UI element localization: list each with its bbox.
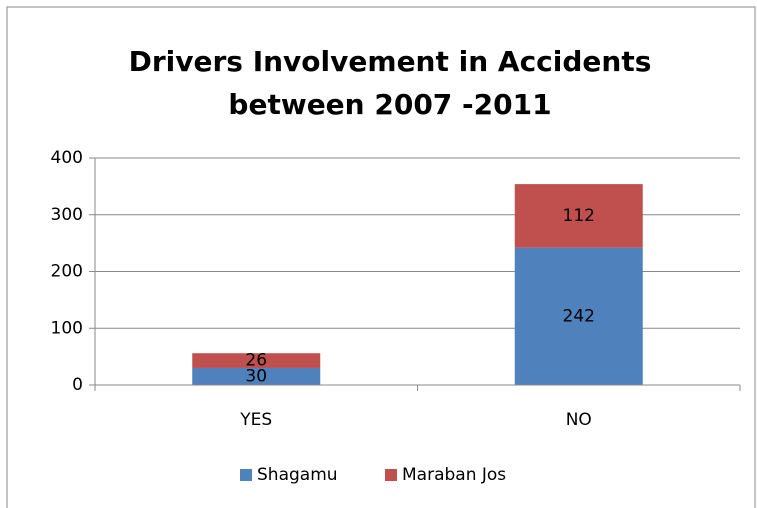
chart-title: between 2007 -2011 — [228, 88, 551, 121]
y-tick-label: 400 — [51, 148, 83, 168]
chart-border — [6, 6, 756, 508]
bar-segment — [514, 184, 643, 248]
data-label: 242 — [563, 306, 595, 326]
x-tick-label: NO — [566, 410, 592, 430]
legend-swatch — [240, 469, 252, 481]
y-tick-label: 0 — [72, 375, 83, 395]
y-tick-label: 200 — [51, 262, 83, 282]
data-label: 112 — [563, 206, 595, 226]
bar-segment — [192, 367, 321, 385]
legend-label: Maraban Jos — [402, 465, 506, 485]
chart-title: Drivers Involvement in Accidents — [129, 45, 652, 78]
legend-swatch — [385, 469, 397, 481]
x-tick-label: YES — [239, 410, 272, 430]
data-label: 30 — [245, 366, 267, 386]
y-tick-label: 100 — [51, 318, 83, 338]
bar-segment — [514, 247, 643, 385]
data-label: 26 — [245, 351, 267, 371]
legend-label: Shagamu — [257, 465, 338, 485]
bar-segment — [192, 353, 321, 368]
y-tick-label: 300 — [51, 205, 83, 225]
